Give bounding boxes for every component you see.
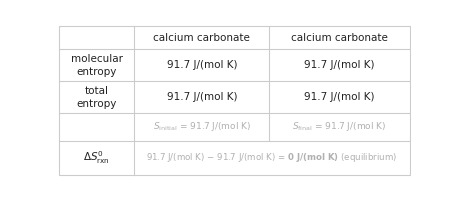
Text: total
entropy: total entropy <box>76 86 117 109</box>
Text: calcium carbonate: calcium carbonate <box>154 33 250 43</box>
Text: 91.7 J/(mol K) $-$ 91.7 J/(mol K) = $\bf{0\ J/(mol\ K)}$ (equilibrium): 91.7 J/(mol K) $-$ 91.7 J/(mol K) = $\bf… <box>146 151 398 164</box>
Text: 91.7 J/(mol K): 91.7 J/(mol K) <box>304 92 375 102</box>
Text: $\Delta S^0_\mathregular{rxn}$: $\Delta S^0_\mathregular{rxn}$ <box>83 149 110 166</box>
Text: $S_\mathregular{final}$ = 91.7 J/(mol K): $S_\mathregular{final}$ = 91.7 J/(mol K) <box>292 120 387 133</box>
Text: 91.7 J/(mol K): 91.7 J/(mol K) <box>304 60 375 70</box>
Text: 91.7 J/(mol K): 91.7 J/(mol K) <box>166 60 237 70</box>
Text: calcium carbonate: calcium carbonate <box>291 33 388 43</box>
Text: molecular
entropy: molecular entropy <box>70 54 122 77</box>
Text: 91.7 J/(mol K): 91.7 J/(mol K) <box>166 92 237 102</box>
Text: $S_\mathregular{initial}$ = 91.7 J/(mol K): $S_\mathregular{initial}$ = 91.7 J/(mol … <box>153 120 251 133</box>
